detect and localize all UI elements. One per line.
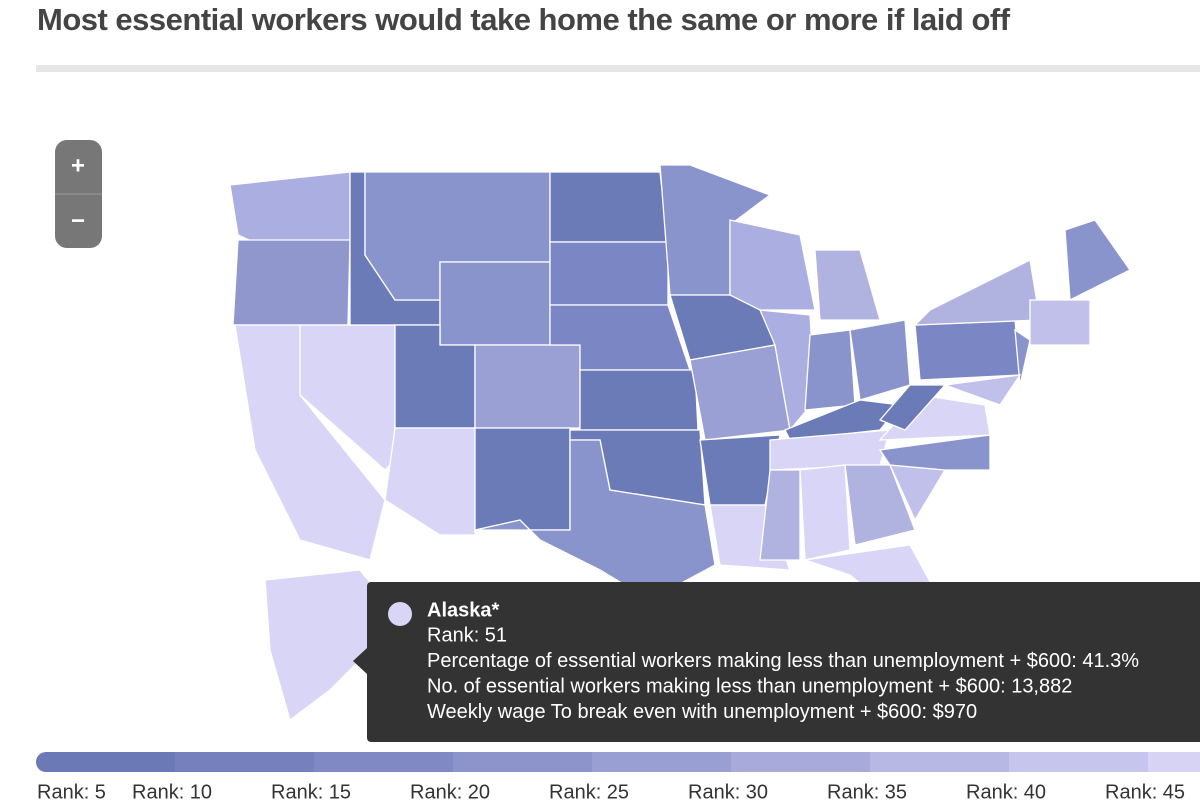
divider [36, 65, 1200, 72]
state[interactable] [1029, 299, 1091, 346]
state[interactable] [729, 219, 816, 311]
state[interactable] [799, 464, 851, 561]
state[interactable] [759, 469, 801, 561]
legend-label: Rank: 15 [271, 781, 351, 803]
state[interactable] [1064, 219, 1131, 302]
legend-label: Rank: 25 [549, 781, 629, 803]
state[interactable] [758, 309, 816, 432]
legend-label: Rank: 10 [132, 781, 212, 803]
state[interactable] [914, 319, 1021, 381]
state[interactable] [804, 329, 856, 411]
tooltip-line: No. of essential workers making less tha… [427, 675, 1072, 697]
state[interactable] [689, 344, 791, 441]
tooltip-box [367, 582, 1200, 742]
state[interactable] [1014, 328, 1031, 386]
state[interactable] [439, 261, 551, 346]
state[interactable] [549, 241, 669, 306]
state[interactable] [913, 259, 1041, 326]
legend-segment [592, 752, 731, 772]
legend-segment [731, 752, 870, 772]
zoom-out[interactable]: − [71, 207, 85, 234]
legend-segment [46, 752, 175, 772]
state[interactable] [232, 239, 351, 326]
tooltip-line: Percentage of essential workers making l… [427, 650, 1139, 672]
tooltip-title: Alaska* [427, 599, 499, 621]
state[interactable] [844, 464, 916, 546]
legend-segment [1148, 752, 1200, 772]
tooltip-line: Rank: 51 [427, 624, 507, 646]
state[interactable] [264, 569, 401, 722]
tooltip-swatch [388, 602, 412, 626]
legend: Rank: 5 Rank: 10 Rank: 15 Rank: 20 Rank: 25 R… [36, 752, 1200, 803]
state[interactable] [878, 434, 991, 471]
zoom-control: + − [55, 140, 102, 248]
us-map [229, 164, 1131, 722]
state[interactable] [474, 427, 571, 531]
state[interactable] [384, 427, 476, 536]
state[interactable] [814, 249, 881, 321]
tooltip: Alaska* Rank: 51 Percentage of essential … [353, 582, 1200, 742]
legend-segment [453, 752, 592, 772]
state[interactable] [229, 171, 351, 246]
legend-segment [314, 752, 453, 772]
legend-segment [1009, 752, 1148, 772]
state[interactable] [944, 374, 1022, 406]
legend-segment [175, 752, 314, 772]
legend-label: Rank: 5 [37, 781, 106, 803]
state[interactable] [549, 171, 669, 243]
legend-label: Rank: 20 [410, 781, 490, 803]
legend-label: Rank: 45 [1105, 781, 1185, 803]
legend-segment [870, 752, 1009, 772]
state[interactable] [579, 369, 699, 431]
tooltip-arrow [353, 648, 367, 674]
title: Most essential workers would take home t… [37, 2, 1011, 37]
legend-label: Rank: 35 [827, 781, 907, 803]
state[interactable] [474, 344, 581, 429]
tooltip-line: Weekly wage To break even with unemploym… [427, 701, 977, 723]
state[interactable] [849, 319, 911, 401]
zoom-in[interactable]: + [71, 152, 85, 179]
legend-label: Rank: 30 [688, 781, 768, 803]
legend-label: Rank: 40 [966, 781, 1046, 803]
